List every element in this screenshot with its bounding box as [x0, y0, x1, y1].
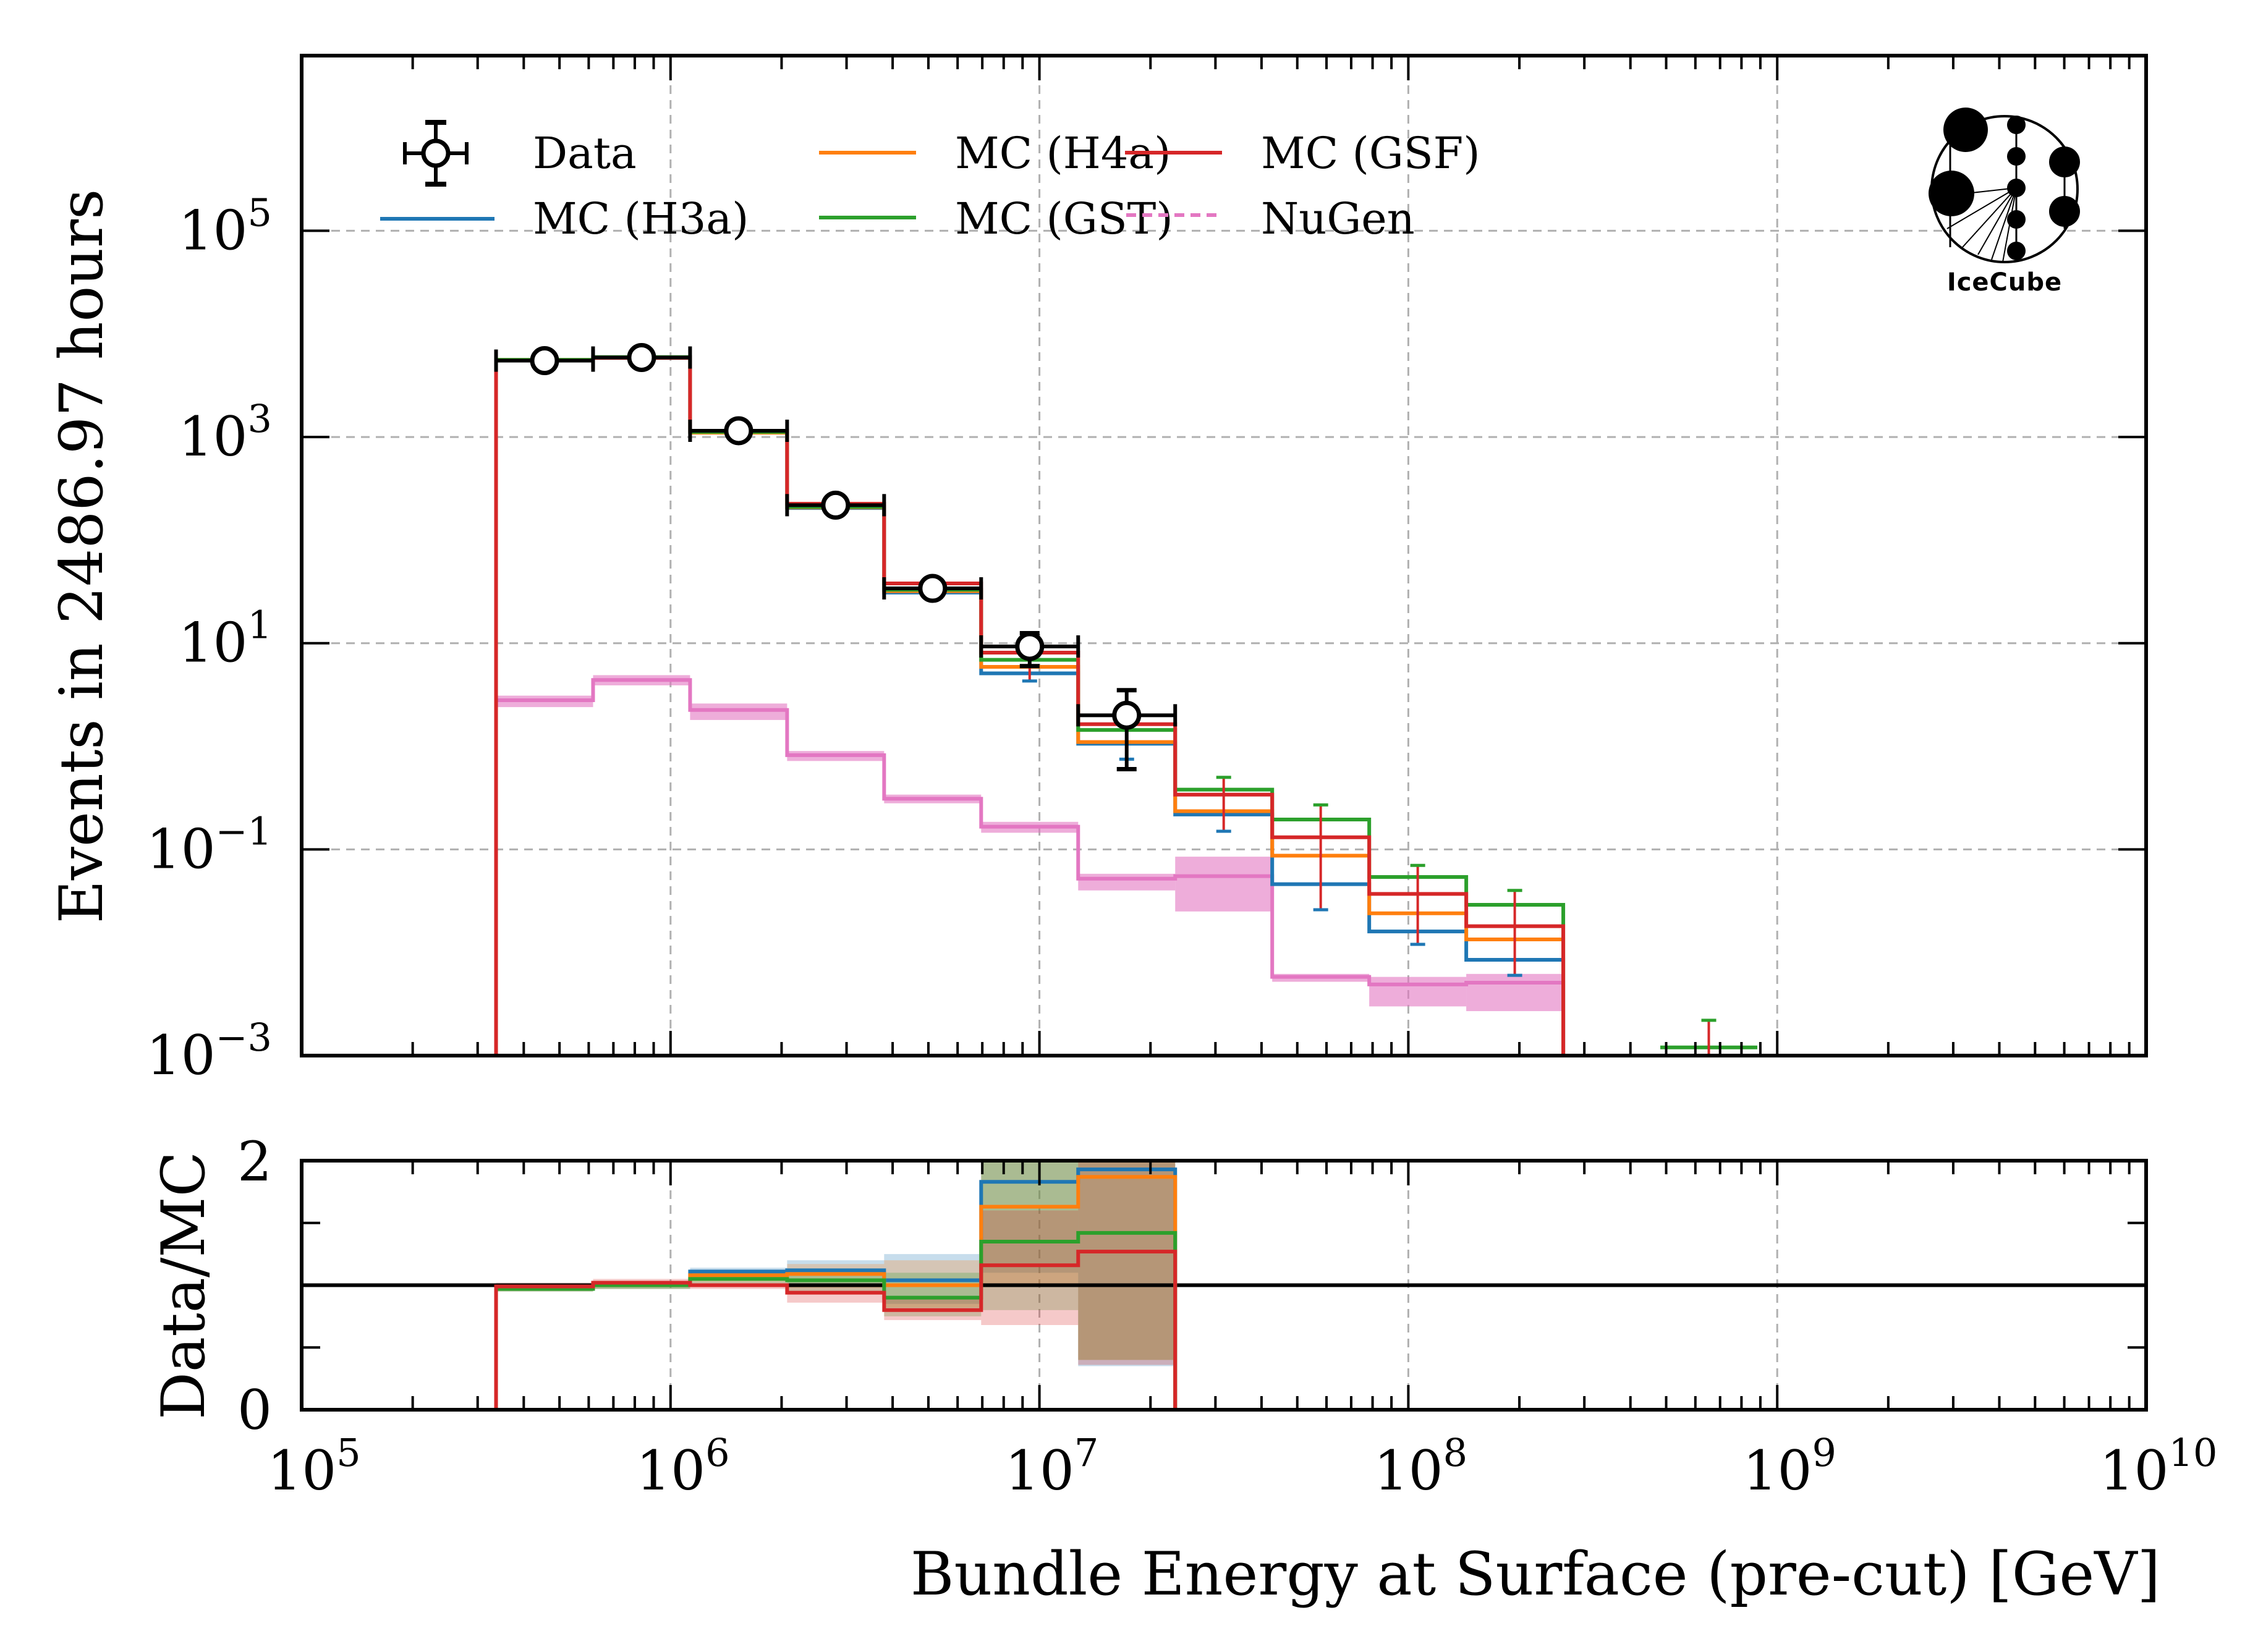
series-line-mch4a: [494, 355, 1566, 1056]
icecube-logo-text: IceCube: [1947, 268, 2062, 297]
ratio-line-mcgsf: [494, 1250, 1178, 1410]
xtick-label: 109: [1742, 1430, 1836, 1502]
xlabel: Bundle Energy at Surface (pre-cut) [GeV]: [910, 1540, 2160, 1609]
icecube-logo-icon: [1929, 108, 2080, 263]
xtick-label: 107: [1005, 1430, 1098, 1502]
nugen-band: [1078, 873, 1176, 891]
xtick-label: 1010: [2100, 1430, 2218, 1502]
ratio-band-mcgsf: [1078, 1161, 1176, 1365]
legend-entry-nugen: NuGen: [1126, 193, 1415, 244]
legend-entry-h3a: MC (H3a): [380, 193, 749, 244]
legend-label-gsf: MC (GSF): [1261, 128, 1480, 179]
series-line-mch3a: [494, 355, 1566, 1056]
icecube-logo: IceCube: [1929, 108, 2080, 297]
legend-label-data: Data: [533, 128, 637, 179]
data-point: [530, 346, 559, 376]
data-point: [918, 574, 948, 603]
main-ytick-label: 101: [179, 603, 272, 675]
ratio-ytick-label-0: 0: [237, 1378, 272, 1442]
legend-entry-data: Data: [403, 120, 637, 187]
xtick-label: 108: [1374, 1430, 1467, 1502]
data-point: [627, 342, 656, 372]
xtick-label: 106: [636, 1430, 729, 1502]
main-ytick-label: 10−1: [146, 808, 272, 881]
xtick-label: 105: [267, 1430, 360, 1502]
series-line-mcgst: [494, 355, 1566, 1056]
data-point: [724, 416, 753, 446]
data-point: [821, 490, 851, 520]
main-ytick-label: 103: [179, 396, 272, 468]
data-point: [1015, 632, 1045, 661]
main-ytick-labels: 105 103 101 10−1 10−3: [146, 190, 272, 1087]
legend: Data MC (H3a) MC (H4a) MC (GST) MC (GSF)…: [380, 120, 1480, 244]
ratio-ylabel: Data/MC: [149, 1151, 218, 1420]
ratio-band-mch4a: [1078, 1161, 1176, 1360]
main-ytick-label: 105: [179, 190, 272, 262]
legend-entry-gsf: MC (GSF): [1125, 128, 1480, 179]
data-point: [1112, 700, 1142, 730]
ratio-plot-area: [302, 1161, 2146, 1410]
ratio-ytick-label-2: 2: [237, 1130, 272, 1193]
legend-label-nugen: NuGen: [1261, 193, 1415, 244]
main-grid: [302, 56, 2146, 1056]
legend-label-h3a: MC (H3a): [533, 193, 749, 244]
legend-data-marker-icon: [403, 120, 469, 187]
axis-ticks: [300, 56, 2147, 1410]
ratio-band-mcgst: [1078, 1161, 1176, 1360]
legend-label-gst: MC (GST): [955, 193, 1173, 244]
main-ytick-label: 10−3: [146, 1015, 272, 1087]
legend-entry-h4a: MC (H4a): [819, 128, 1171, 179]
nugen-line: [494, 678, 1566, 1056]
main-plot-area: [494, 342, 1757, 1056]
main-axes-frame: [300, 54, 2148, 1057]
main-ylabel: Events in 2486.97 hours: [47, 189, 116, 923]
ratio-band-mch3a: [981, 1161, 1079, 1273]
ratio-band-mcgsf: [981, 1210, 1079, 1325]
nugen-band: [1175, 857, 1273, 912]
xtick-labels: 105 106 107 108 109 1010: [267, 1430, 2217, 1502]
nugen-band: [1466, 973, 1564, 1012]
legend-entry-gst: MC (GST): [819, 193, 1173, 244]
series-line-mcgsf: [494, 356, 1566, 1056]
nugen-band: [1369, 976, 1467, 1007]
ratio-band-mch3a: [1078, 1161, 1176, 1366]
